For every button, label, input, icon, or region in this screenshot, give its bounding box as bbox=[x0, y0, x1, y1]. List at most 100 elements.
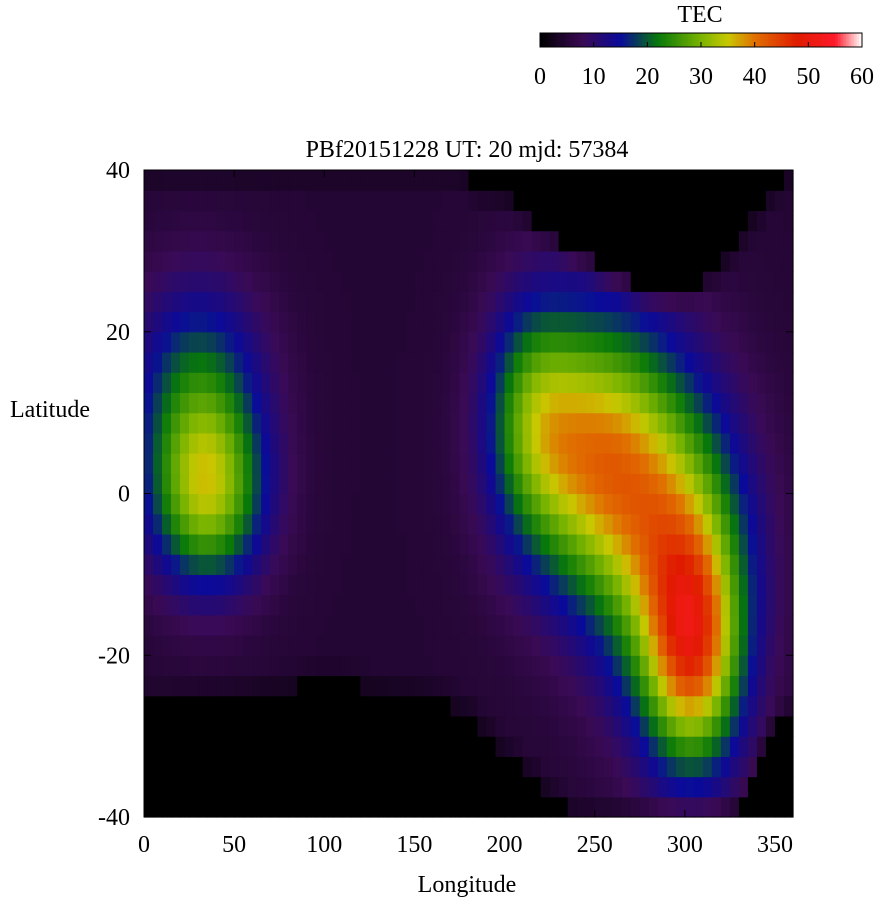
heatmap-cell bbox=[630, 513, 641, 535]
heatmap-cell bbox=[495, 170, 506, 191]
heatmap-cell bbox=[405, 594, 416, 616]
x-axis: 0 50 100 150 200 250 300 350 bbox=[138, 170, 793, 858]
heatmap-cell bbox=[450, 493, 461, 515]
heatmap-cell bbox=[621, 533, 632, 555]
heatmap-cell bbox=[702, 392, 713, 414]
heatmap-cell bbox=[333, 675, 343, 697]
heatmap-cell bbox=[774, 796, 785, 818]
heatmap-cell bbox=[423, 513, 434, 535]
heatmap-cell bbox=[261, 311, 271, 333]
heatmap-cell bbox=[144, 776, 154, 798]
heatmap-cell bbox=[144, 392, 154, 414]
heatmap-cell bbox=[630, 230, 641, 252]
heatmap-cell bbox=[585, 776, 596, 798]
heatmap-cell bbox=[513, 351, 524, 373]
heatmap-cell bbox=[423, 351, 434, 373]
heatmap-cell bbox=[324, 493, 334, 515]
heatmap-cell bbox=[252, 635, 262, 656]
heatmap-cell bbox=[279, 473, 289, 495]
colorbar-cell bbox=[617, 33, 621, 47]
heatmap-cell bbox=[756, 331, 767, 353]
heatmap-cell bbox=[396, 493, 406, 515]
heatmap-cell bbox=[594, 736, 605, 757]
heatmap-cell bbox=[441, 190, 452, 212]
heatmap-cell bbox=[630, 715, 641, 737]
heatmap-cell bbox=[774, 311, 785, 333]
heatmap-cell bbox=[405, 453, 416, 474]
heatmap-cell bbox=[162, 392, 172, 414]
heatmap-cell bbox=[486, 574, 497, 596]
colorbar-cell bbox=[848, 33, 852, 47]
heatmap-cell bbox=[297, 473, 307, 495]
heatmap-cell bbox=[522, 513, 533, 535]
heatmap-cell bbox=[378, 776, 388, 798]
heatmap-cell bbox=[405, 392, 416, 414]
heatmap-cell bbox=[720, 655, 731, 677]
heatmap-cell bbox=[333, 453, 343, 474]
heatmap-cell bbox=[576, 473, 587, 495]
heatmap-cell bbox=[639, 351, 650, 373]
heatmap-cell bbox=[180, 453, 190, 474]
heatmap-cell bbox=[558, 392, 569, 414]
heatmap-cell bbox=[441, 574, 452, 596]
heatmap-cell bbox=[225, 493, 235, 515]
heatmap-cell bbox=[315, 513, 325, 535]
colorbar-cell bbox=[776, 33, 780, 47]
heatmap-cell bbox=[657, 453, 668, 474]
heatmap-cell bbox=[603, 210, 614, 232]
heatmap-cell bbox=[513, 493, 524, 515]
heatmap-cell bbox=[369, 453, 379, 474]
heatmap-cell bbox=[675, 533, 686, 555]
heatmap-cell bbox=[675, 351, 686, 373]
heatmap-cell bbox=[144, 230, 154, 252]
heatmap-cell bbox=[423, 533, 434, 555]
heatmap-cell bbox=[423, 271, 434, 292]
heatmap-cell bbox=[576, 574, 587, 596]
heatmap-cell bbox=[243, 412, 253, 434]
heatmap-cell bbox=[180, 210, 190, 232]
heatmap-cell bbox=[783, 756, 794, 778]
colorbar-cell bbox=[556, 33, 560, 47]
heatmap-cell bbox=[747, 271, 758, 292]
heatmap-cell bbox=[207, 796, 217, 818]
heatmap-cell bbox=[765, 210, 776, 232]
heatmap-cell bbox=[450, 554, 461, 575]
heatmap-cell bbox=[567, 311, 578, 333]
heatmap-cell bbox=[468, 473, 479, 495]
heatmap-cell bbox=[594, 695, 605, 717]
heatmap-cell bbox=[549, 250, 560, 272]
heatmap-cell bbox=[405, 351, 416, 373]
heatmap-cell bbox=[666, 655, 677, 677]
heatmap-cell bbox=[738, 776, 749, 798]
heatmap-cell bbox=[198, 311, 208, 333]
heatmap-cell bbox=[243, 230, 253, 252]
heatmap-cell bbox=[513, 311, 524, 333]
colorbar-cell bbox=[650, 33, 654, 47]
colorbar-tick-label: 10 bbox=[582, 64, 606, 90]
heatmap-cell bbox=[198, 230, 208, 252]
heatmap-cell bbox=[486, 190, 497, 212]
heatmap-cell bbox=[648, 190, 659, 212]
heatmap-cell bbox=[495, 351, 506, 373]
heatmap-cell bbox=[666, 291, 677, 313]
heatmap-cell bbox=[783, 351, 794, 373]
heatmap-cell bbox=[657, 675, 668, 697]
colorbar-cell bbox=[821, 33, 825, 47]
heatmap-cell bbox=[189, 513, 199, 535]
heatmap-cell bbox=[387, 311, 397, 333]
heatmap-cell bbox=[630, 392, 641, 414]
heatmap-cell bbox=[765, 372, 776, 394]
heatmap-cell bbox=[549, 736, 560, 757]
heatmap-cell bbox=[495, 554, 506, 575]
heatmap-cell bbox=[297, 635, 307, 656]
heatmap-cell bbox=[540, 230, 551, 252]
heatmap-cell bbox=[540, 574, 551, 596]
heatmap-cell bbox=[180, 776, 190, 798]
heatmap-cell bbox=[360, 190, 370, 212]
heatmap-cell bbox=[153, 250, 163, 272]
heatmap-cell bbox=[612, 432, 623, 454]
heatmap-cell bbox=[216, 351, 226, 373]
heatmap-cell bbox=[513, 736, 524, 757]
heatmap-cell bbox=[153, 210, 163, 232]
heatmap-cell bbox=[351, 675, 361, 697]
